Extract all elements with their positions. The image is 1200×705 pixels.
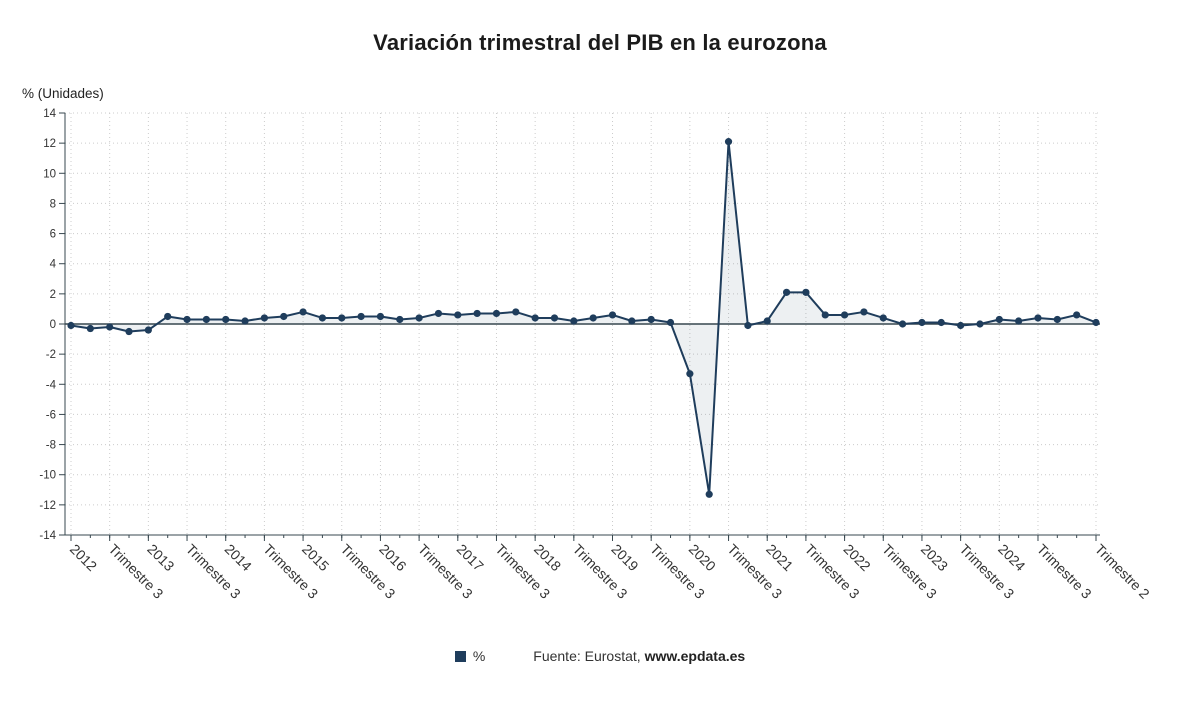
x-tick-label: Trimestre 3 <box>1034 541 1095 602</box>
data-point-marker[interactable] <box>376 312 385 321</box>
data-point-marker[interactable] <box>957 321 965 330</box>
data-point-marker[interactable] <box>531 314 539 322</box>
x-tick-label: 2023 <box>918 541 951 574</box>
data-point-marker[interactable] <box>1073 311 1081 319</box>
data-point-marker[interactable] <box>1053 315 1061 324</box>
data-point-marker[interactable] <box>628 317 636 325</box>
y-tick-label: 10 <box>43 168 56 180</box>
series-swatch-icon <box>454 650 466 662</box>
source-link[interactable]: www.epdata.es <box>644 648 746 664</box>
y-axis-title: % (Unidades) <box>22 86 104 101</box>
x-tick-label: 2019 <box>608 541 641 574</box>
data-point-marker[interactable] <box>86 324 94 333</box>
data-point-marker[interactable] <box>724 138 733 146</box>
data-point-marker[interactable] <box>608 311 617 319</box>
data-point-marker[interactable] <box>357 312 365 321</box>
x-tick-label: 2018 <box>531 541 564 574</box>
data-point-marker[interactable] <box>280 312 288 321</box>
legend-label: % <box>472 648 486 664</box>
data-point-marker[interactable] <box>434 309 443 318</box>
data-point-marker[interactable] <box>995 315 1003 324</box>
legend-item-percent[interactable]: % <box>454 648 486 664</box>
gdp-quarterly-line-chart: 14 12 10 8 6 4 2 0 -2 -4 -6 -8 -10 -12 -14 2012 Trimestr… <box>39 108 1153 602</box>
data-point-marker[interactable] <box>106 323 114 331</box>
data-point-marker[interactable] <box>299 308 307 316</box>
data-point-marker[interactable] <box>202 315 210 324</box>
data-point-marker[interactable] <box>183 315 191 324</box>
y-tick-label: 2 <box>50 289 56 301</box>
legend: % Fuente: Eurostat, www.epdata.es <box>0 648 1200 664</box>
y-tick-label: -10 <box>39 470 56 482</box>
data-point-marker[interactable] <box>144 326 152 334</box>
data-point-marker[interactable] <box>570 317 578 325</box>
y-tick-label: 0 <box>50 319 56 331</box>
y-tick-label: -8 <box>46 440 56 452</box>
data-point-marker[interactable] <box>744 321 752 330</box>
x-tick-label: 2020 <box>686 541 719 574</box>
source-text: Fuente: Eurostat, www.epdata.es <box>533 648 745 664</box>
data-point-marker[interactable] <box>763 317 771 325</box>
data-point-marker[interactable] <box>589 314 597 322</box>
data-point-marker[interactable] <box>937 318 945 327</box>
y-tick-label: 4 <box>50 259 57 271</box>
data-point-marker[interactable] <box>512 308 520 316</box>
data-point-marker[interactable] <box>802 288 810 296</box>
data-point-marker[interactable] <box>860 308 868 316</box>
data-point-marker[interactable] <box>1092 318 1100 327</box>
y-tick-label: 8 <box>50 198 56 210</box>
data-point-marker[interactable] <box>899 320 907 328</box>
data-point-marker[interactable] <box>666 318 675 327</box>
data-point-marker[interactable] <box>473 309 481 318</box>
data-point-marker[interactable] <box>396 315 404 324</box>
source-prefix: Fuente: Eurostat, <box>533 648 645 664</box>
y-tick-label: -4 <box>46 379 57 391</box>
x-tick-label: Trimestre 2 <box>1092 541 1153 602</box>
data-point-marker[interactable] <box>1034 314 1042 322</box>
data-point-marker[interactable] <box>976 320 984 328</box>
x-tick-label: 2024 <box>995 541 1028 574</box>
data-point-marker[interactable] <box>318 314 327 322</box>
y-tick-label: -6 <box>46 409 56 421</box>
y-tick-label: 12 <box>43 138 56 150</box>
x-tick-label: 2021 <box>763 541 796 574</box>
data-point-marker[interactable] <box>821 311 829 319</box>
y-tick-label: 6 <box>50 229 56 241</box>
data-point-marker[interactable] <box>686 370 694 378</box>
data-point-marker[interactable] <box>454 311 462 319</box>
y-tick-label: -12 <box>39 500 56 512</box>
x-tick-label: 2013 <box>144 541 177 574</box>
data-point-marker[interactable] <box>492 309 501 318</box>
chart-title: Variación trimestral del PIB en la euroz… <box>373 30 827 55</box>
data-point-marker[interactable] <box>879 314 887 322</box>
data-point-marker[interactable] <box>550 314 559 322</box>
x-tick-label: 2022 <box>840 541 873 574</box>
data-point-marker[interactable] <box>67 321 75 330</box>
data-point-marker[interactable] <box>260 314 268 322</box>
x-tick-label: 2014 <box>222 541 255 574</box>
data-point-marker[interactable] <box>415 314 423 322</box>
x-tick-label: 2015 <box>299 541 332 574</box>
data-point-marker[interactable] <box>241 317 249 325</box>
data-point-marker[interactable] <box>647 315 655 324</box>
y-tick-label: -14 <box>39 530 56 542</box>
data-point-marker[interactable] <box>918 318 926 327</box>
data-point-marker[interactable] <box>222 315 230 324</box>
data-point-marker[interactable] <box>782 288 791 296</box>
data-point-marker[interactable] <box>164 312 172 321</box>
data-point-marker[interactable] <box>338 314 346 322</box>
data-point-marker[interactable] <box>705 490 713 498</box>
y-tick-label: 14 <box>43 108 56 120</box>
x-tick-label: 2016 <box>376 541 409 574</box>
data-point-marker[interactable] <box>1015 317 1023 325</box>
data-point-marker[interactable] <box>125 327 133 336</box>
x-tick-label: 2012 <box>67 541 100 574</box>
y-tick-label: -2 <box>46 349 56 361</box>
x-tick-label: 2017 <box>454 541 487 574</box>
data-point-marker[interactable] <box>840 311 849 319</box>
